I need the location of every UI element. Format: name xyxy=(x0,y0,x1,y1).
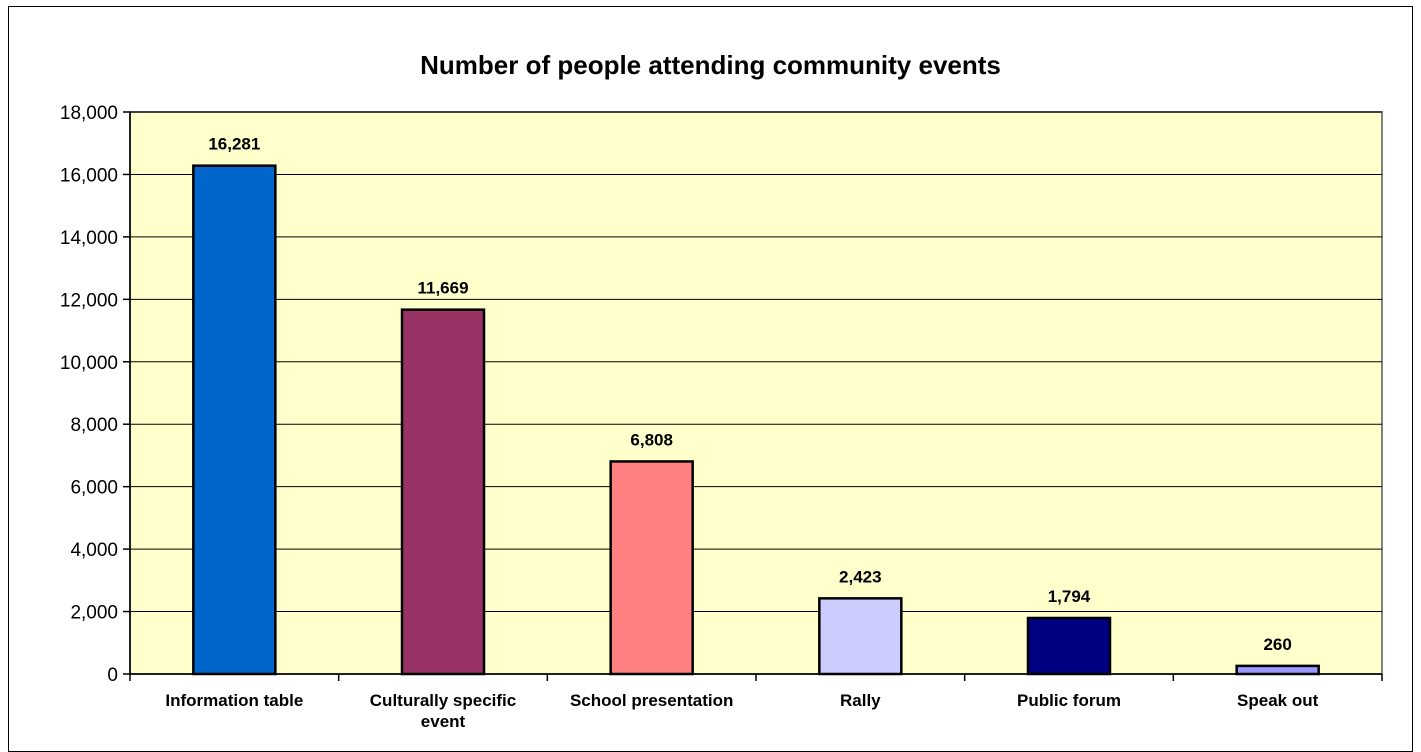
y-tick-label: 6,000 xyxy=(70,478,118,499)
x-tick-label: School presentation xyxy=(570,691,733,710)
y-tick-label: 12,000 xyxy=(60,290,118,311)
data-label: 6,808 xyxy=(630,430,673,449)
x-axis-categories: Information table Culturally specific even… xyxy=(165,691,1318,731)
y-tick-label: 2,000 xyxy=(70,603,118,624)
data-label: 260 xyxy=(1263,635,1291,654)
chart-title: Number of people attending community eve… xyxy=(420,50,1001,80)
y-tick-label: 10,000 xyxy=(60,353,118,374)
bar xyxy=(818,597,903,676)
y-tick-label: 18,000 xyxy=(60,103,118,124)
data-label: 1,794 xyxy=(1048,587,1091,606)
x-tick-label: Rally xyxy=(840,691,881,710)
y-tick-label: 4,000 xyxy=(70,540,118,561)
x-tick-label: Public forum xyxy=(1017,691,1121,710)
bar xyxy=(400,308,486,676)
bar xyxy=(609,460,694,676)
data-label: 16,281 xyxy=(208,135,260,154)
x-tick-label: Information table xyxy=(165,691,303,710)
bar xyxy=(192,164,277,676)
axes xyxy=(129,112,1383,681)
y-tick-label: 14,000 xyxy=(60,228,118,249)
x-tick-label: Culturally specific event xyxy=(370,691,516,731)
bars xyxy=(192,164,1320,676)
data-label: 2,423 xyxy=(839,567,882,586)
y-tick-label: 8,000 xyxy=(70,415,118,436)
y-tick-label: 16,000 xyxy=(60,165,118,186)
gridlines xyxy=(130,111,1382,613)
data-labels: 16,281 11,669 6,808 2,423 1,794 260 xyxy=(208,135,1292,654)
bar xyxy=(1026,616,1112,676)
y-tick-label: 0 xyxy=(107,665,118,686)
data-label: 11,669 xyxy=(417,279,468,298)
bar xyxy=(1235,664,1320,676)
y-axis-ticks: 0 2,000 4,000 6,000 8,000 10,000 12,000 14,000 1… xyxy=(60,103,130,686)
x-tick-label: Speak out xyxy=(1237,691,1319,710)
plot-area xyxy=(129,111,1383,675)
